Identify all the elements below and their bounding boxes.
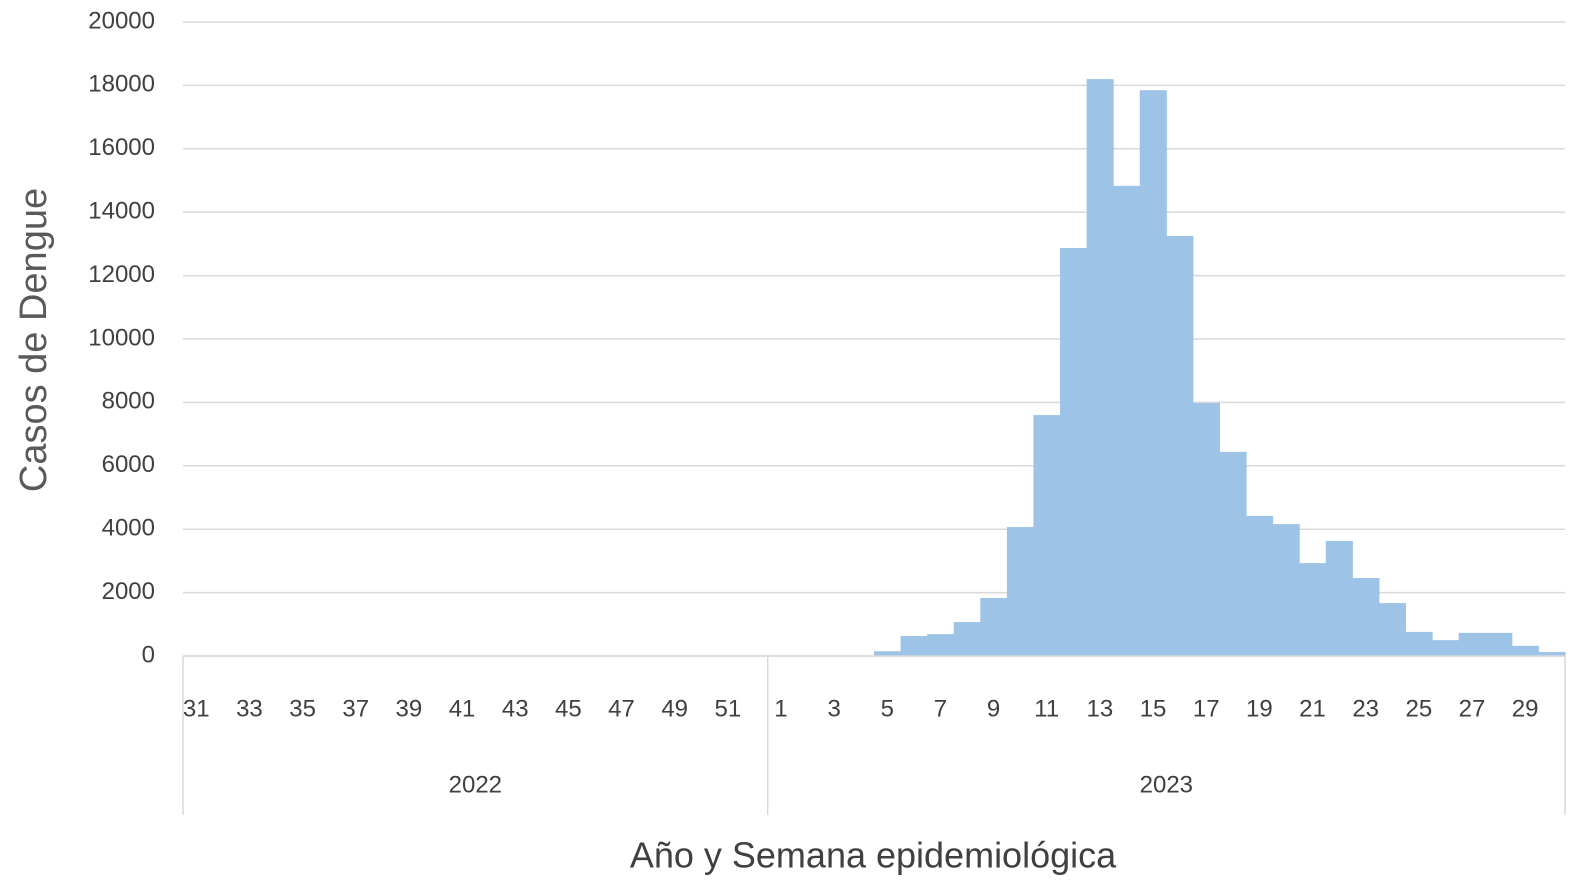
- x-tick-label: 25: [1405, 695, 1432, 722]
- bar: [1538, 651, 1566, 656]
- x-tick-label: 11: [1034, 695, 1059, 722]
- x-tick-label: 17: [1193, 695, 1220, 722]
- x-tick-label: 1: [774, 695, 787, 722]
- bar: [1272, 524, 1300, 656]
- x-tick-label: 41: [449, 695, 476, 722]
- x-tick-label: 3: [827, 695, 840, 722]
- x-tick-label: 21: [1299, 695, 1326, 722]
- y-tick-label: 18000: [88, 71, 155, 98]
- bar: [1060, 248, 1088, 656]
- bar: [1166, 235, 1194, 656]
- x-tick-label: 37: [342, 695, 369, 722]
- bar: [1139, 90, 1167, 656]
- x-tick-label: 31: [183, 695, 210, 722]
- bar: [1325, 540, 1353, 656]
- x-tick-label: 33: [236, 695, 263, 722]
- x-tick-label: 19: [1246, 695, 1273, 722]
- bar: [1458, 632, 1486, 656]
- x-tick-label: 9: [987, 695, 1000, 722]
- x-tick-label: 47: [608, 695, 635, 722]
- bar: [1006, 526, 1034, 656]
- x-tick-label: 35: [289, 695, 316, 722]
- y-axis-title: Casos de Dengue: [13, 188, 55, 492]
- bar: [953, 622, 981, 656]
- bar: [1405, 631, 1433, 656]
- bar: [1033, 415, 1061, 656]
- y-tick-label: 20000: [88, 7, 155, 34]
- x-axis-title: Año y Semana epidemiológica: [630, 835, 1117, 876]
- y-tick-label: 0: [142, 641, 155, 668]
- bar: [1485, 632, 1513, 656]
- x-tick-label: 39: [396, 695, 423, 722]
- bar: [1113, 185, 1141, 657]
- x-tick-label: 23: [1352, 695, 1379, 722]
- y-tick-label: 12000: [88, 261, 155, 288]
- bar: [1086, 79, 1114, 656]
- bar: [1378, 603, 1407, 656]
- x-tick-label: 5: [881, 695, 894, 722]
- x-tick-label: 29: [1512, 695, 1539, 722]
- y-tick-label: 14000: [88, 198, 155, 225]
- x-tick-label: 45: [555, 695, 582, 722]
- bar: [1246, 515, 1274, 656]
- x-tick-label: 49: [661, 695, 688, 722]
- x-tick-label: 27: [1459, 695, 1486, 722]
- bar: [1352, 578, 1380, 656]
- bar: [980, 597, 1008, 656]
- x-tick-label: 51: [714, 695, 741, 722]
- bar: [1432, 640, 1460, 656]
- y-tick-label: 4000: [102, 515, 155, 542]
- bar: [1511, 645, 1539, 656]
- bar: [1219, 451, 1247, 656]
- y-tick-label: 10000: [88, 324, 155, 351]
- bar: [927, 634, 955, 656]
- bar: [874, 651, 902, 656]
- x-tick-label: 13: [1087, 695, 1114, 722]
- bar: [900, 636, 928, 656]
- y-tick-label: 16000: [88, 134, 155, 161]
- y-tick-label: 2000: [102, 578, 155, 605]
- y-tick-label: 8000: [102, 388, 155, 415]
- group-label: 2023: [1140, 771, 1193, 798]
- x-tick-label: 7: [934, 695, 947, 722]
- x-tick-label: 15: [1140, 695, 1167, 722]
- x-tick-label: 43: [502, 695, 529, 722]
- y-tick-label: 6000: [102, 451, 155, 478]
- group-label: 2022: [449, 771, 502, 798]
- bar: [1299, 563, 1327, 656]
- bar: [1192, 403, 1220, 656]
